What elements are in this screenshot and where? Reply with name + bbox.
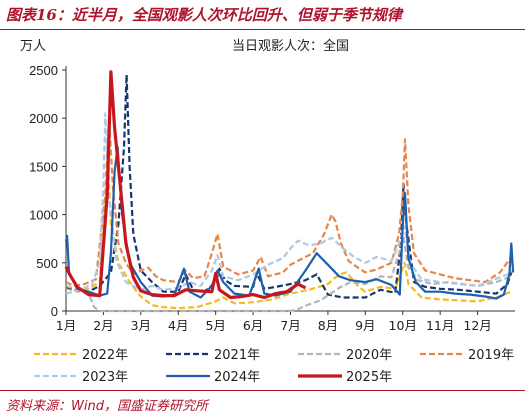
x-tick-label: 3月: [131, 318, 151, 333]
series-line-2023: [65, 112, 514, 295]
y-axis-label: 万人: [20, 39, 46, 54]
series-line-2024: [64, 146, 515, 300]
y-tick-label: 500: [36, 256, 58, 271]
source-note: 资料来源：Wind，国盛证券研究所: [6, 399, 208, 414]
legend-label: 2022年: [82, 348, 128, 363]
legend-label: 2019年: [468, 348, 514, 363]
x-tick-label: 8月: [318, 318, 338, 333]
x-tick-label: 2月: [93, 318, 113, 333]
series-line-2020: [65, 236, 512, 313]
legend-label: 2020年: [346, 348, 392, 363]
source-rule: [0, 390, 525, 391]
plot-area: 当日观影人次：全国 万人 0 500 1000 1500 2000 2500 1月 2月 3月 4月 5…: [20, 38, 515, 385]
legend-label: 2025年: [346, 370, 392, 385]
y-tick-label: 0: [51, 304, 58, 319]
x-tick-label: 7月: [280, 318, 300, 333]
title-rule: [0, 29, 525, 30]
y-tick-label: 1500: [29, 159, 58, 174]
line-chart: 当日观影人次：全国 万人 0 500 1000 1500 2000 2500 1月 2月 3月 4月 5…: [20, 38, 515, 385]
x-tick-label: 12月: [463, 318, 491, 333]
series-line-2021: [65, 73, 513, 299]
y-tick-label: 2000: [29, 111, 58, 126]
figure-title: 图表16：近半月，全国观影人次环比回升、但弱于季节规律: [6, 6, 402, 24]
series-line-2025: [64, 70, 307, 300]
y-tick-label: 2500: [29, 63, 58, 78]
x-tick-label: 10月: [389, 318, 417, 333]
y-tick-label: 1000: [29, 208, 58, 223]
legend-label: 2021年: [214, 348, 260, 363]
legend-label: 2024年: [214, 370, 260, 385]
x-tick-label: 6月: [243, 318, 263, 333]
x-tick-label: 4月: [168, 318, 188, 333]
x-tick-label: 9月: [355, 318, 375, 333]
series-line-2019: [65, 117, 513, 287]
x-tick-label: 1月: [56, 318, 76, 333]
chart-title: 当日观影人次：全国: [232, 38, 349, 54]
x-tick-label: 11月: [426, 318, 454, 333]
legend-label: 2023年: [82, 370, 128, 385]
x-tick-label: 5月: [205, 318, 225, 333]
